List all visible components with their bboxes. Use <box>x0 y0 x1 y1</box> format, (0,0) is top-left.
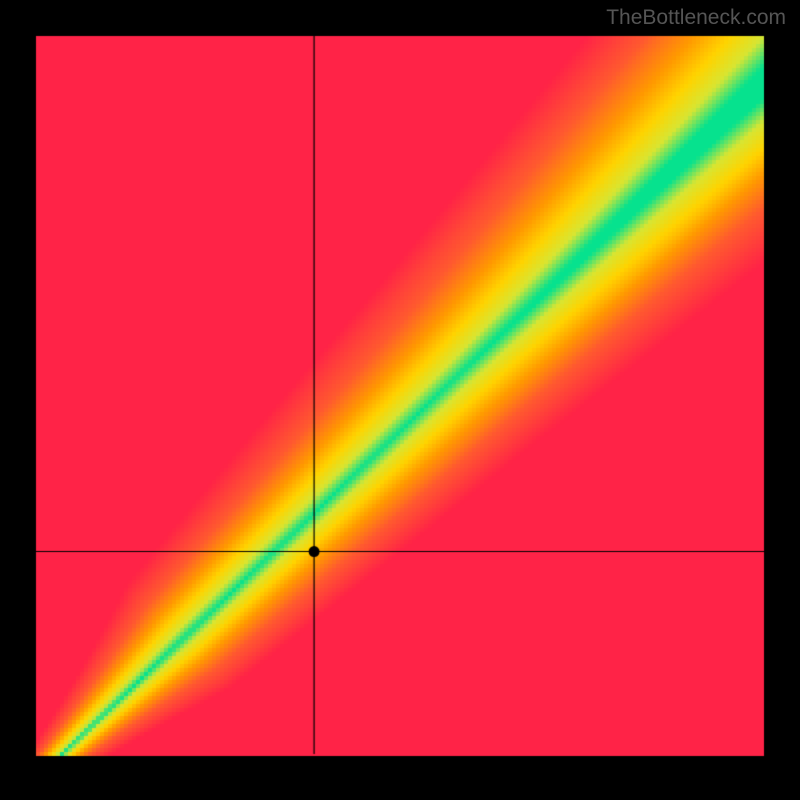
watermark-text: TheBottleneck.com <box>606 6 786 30</box>
heatmap-canvas <box>0 0 800 800</box>
chart-container: TheBottleneck.com <box>0 0 800 800</box>
